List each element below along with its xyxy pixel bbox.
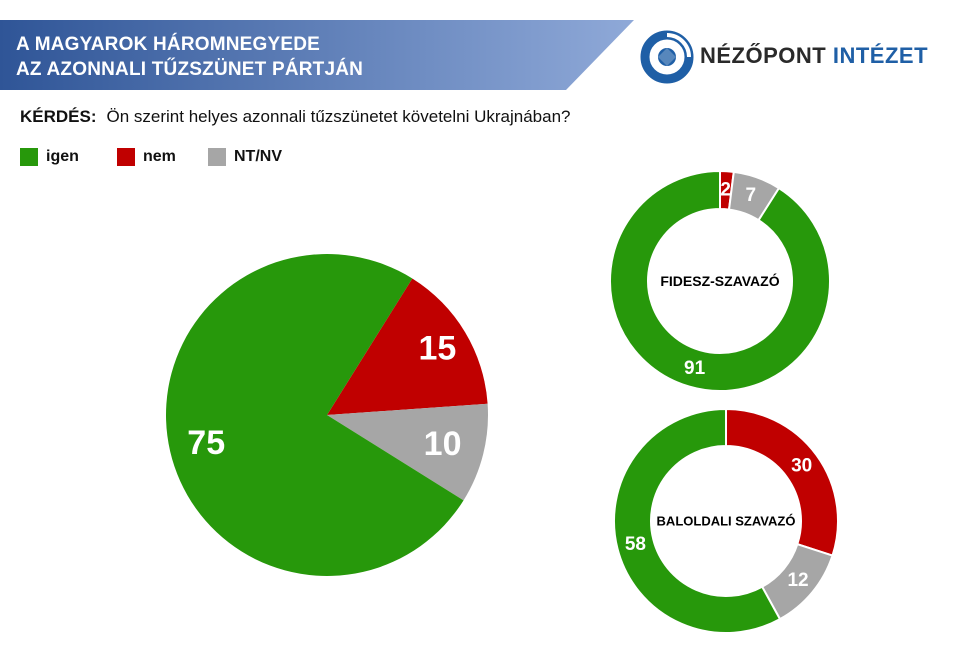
- fidesz-label-nem: 2: [720, 180, 731, 201]
- legend-label-nem: nem: [143, 148, 176, 165]
- fidesz-slice-igen: [609, 169, 831, 392]
- logo-name-part2: INTÉZET: [832, 43, 929, 68]
- baloldali-slice-igen: [613, 407, 782, 634]
- total-slice-igen: [166, 253, 464, 576]
- title-banner: [0, 20, 634, 90]
- title-line-1: A MAGYAROK HÁROMNEGYEDE: [16, 34, 321, 55]
- page-title: A MAGYAROK HÁROMNEGYEDE AZ AZONNALI TŰZS…: [16, 32, 363, 82]
- fidesz-chart-title: FIDESZ-SZAVAZÓ: [660, 272, 779, 289]
- fidesz-label-igen: 91: [684, 358, 706, 379]
- question-text: Ön szerint helyes azonnali tűzszünetet k…: [106, 107, 571, 126]
- legend-label-igen: igen: [46, 148, 79, 165]
- fidesz-label-ntnv: 7: [746, 185, 757, 206]
- total-label-ntnv: 10: [424, 425, 462, 463]
- question-label: KÉRDÉS:: [20, 107, 97, 126]
- title-line-2: AZ AZONNALI TŰZSZÜNET PÁRTJÁN: [16, 59, 364, 80]
- total-label-igen: 75: [187, 424, 225, 462]
- nezopont-logo-icon: [640, 30, 694, 84]
- logo-wordmark: NÉZŐPONT INTÉZET: [700, 43, 928, 69]
- legend-item-igen: igen: [20, 148, 79, 166]
- baloldali-label-nem: 30: [791, 456, 812, 477]
- legend-item-nem: nem: [117, 148, 176, 166]
- legend-item-ntnv: NT/NV: [208, 148, 282, 166]
- baloldali-label-ntnv: 12: [787, 570, 808, 591]
- survey-question: KÉRDÉS: Ön szerint helyes azonnali tűzszü…: [20, 107, 571, 127]
- legend-label-ntnv: NT/NV: [234, 148, 282, 165]
- logo: NÉZŐPONT INTÉZET: [640, 30, 940, 84]
- baloldali-chart-title: BALOLDALI SZAVAZÓ: [657, 514, 796, 529]
- baloldali-slice-nem: [725, 407, 839, 557]
- legend-swatch-igen: [20, 148, 38, 166]
- total-slice-nem: [327, 278, 488, 415]
- legend-swatch-ntnv: [208, 148, 226, 166]
- baloldali-label-igen: 58: [625, 534, 646, 555]
- legend-swatch-nem: [117, 148, 135, 166]
- total-label-nem: 15: [418, 330, 456, 368]
- total-slice-ntnv: [327, 403, 489, 501]
- logo-name-part1: NÉZŐPONT: [700, 43, 827, 68]
